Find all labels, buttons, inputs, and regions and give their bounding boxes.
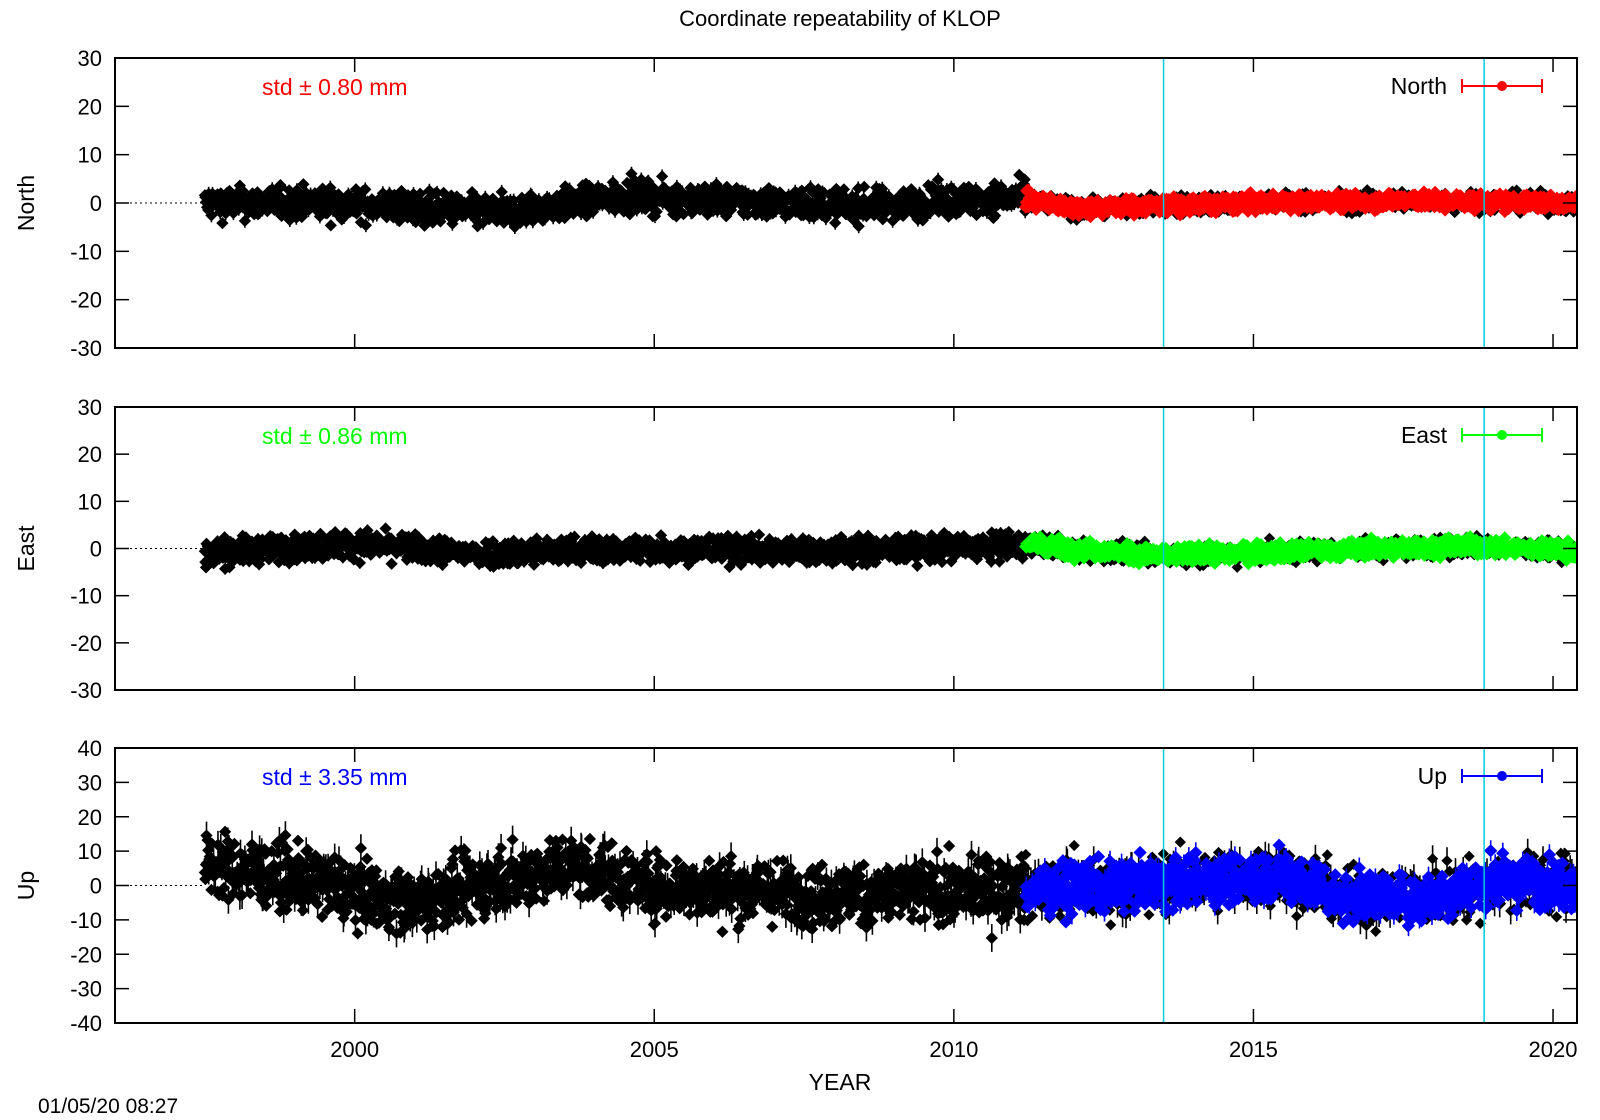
y-tick-label: -30 bbox=[70, 977, 102, 1002]
y-tick-label: 20 bbox=[78, 442, 102, 467]
y-tick-label: -10 bbox=[70, 584, 102, 609]
legend: Up bbox=[1418, 763, 1543, 789]
y-tick-label: 0 bbox=[90, 191, 102, 216]
panel-north: 30 20 10 0 -10 -20 -30 North std ± 0.80 mm North bbox=[13, 46, 1578, 361]
legend-marker bbox=[1497, 81, 1507, 91]
y-tick-label: 10 bbox=[78, 839, 102, 864]
legend-label: North bbox=[1391, 73, 1447, 99]
legend-marker bbox=[1497, 771, 1507, 781]
y-tick-label: 10 bbox=[78, 489, 102, 514]
legend: East bbox=[1401, 422, 1543, 448]
x-tick-label: 2015 bbox=[1229, 1037, 1278, 1062]
legend: North bbox=[1391, 73, 1543, 99]
y-axis-label: Up bbox=[13, 871, 39, 900]
std-label: std ± 0.80 mm bbox=[262, 74, 408, 100]
y-tick-label: 0 bbox=[90, 537, 102, 562]
x-tick-label: 2005 bbox=[630, 1037, 679, 1062]
y-tick-label: -40 bbox=[70, 1011, 102, 1036]
y-tick-label: -30 bbox=[70, 336, 102, 361]
series-points bbox=[1019, 838, 1577, 937]
legend-label: Up bbox=[1418, 763, 1447, 789]
x-axis-label: YEAR bbox=[809, 1069, 872, 1095]
y-tick-label: -30 bbox=[70, 678, 102, 703]
legend-marker bbox=[1497, 430, 1507, 440]
y-tick-label: -20 bbox=[70, 631, 102, 656]
y-tick-label: 40 bbox=[78, 736, 102, 761]
y-axis-label: East bbox=[13, 525, 39, 572]
y-tick-label: -20 bbox=[70, 942, 102, 967]
y-tick-label: 20 bbox=[78, 94, 102, 119]
data-cloud-up bbox=[198, 821, 1577, 952]
y-tick-label: 30 bbox=[78, 770, 102, 795]
y-tick-label: -10 bbox=[70, 908, 102, 933]
x-tick-label: 2010 bbox=[929, 1037, 978, 1062]
y-tick-label: -10 bbox=[70, 239, 102, 264]
series-points bbox=[198, 821, 1032, 952]
data-cloud-north bbox=[198, 166, 1577, 234]
data-cloud-east bbox=[198, 522, 1577, 575]
x-tick-label: 2000 bbox=[330, 1037, 379, 1062]
panel-east: 30 20 10 0 -10 -20 -30 East std ± 0.86 mm East bbox=[13, 395, 1578, 703]
y-tick-label: -20 bbox=[70, 288, 102, 313]
timestamp: 01/05/20 08:27 bbox=[38, 1095, 178, 1118]
y-tick-label: 30 bbox=[78, 395, 102, 420]
chart-title: Coordinate repeatability of KLOP bbox=[679, 6, 1001, 31]
legend-label: East bbox=[1401, 422, 1448, 448]
series-points bbox=[198, 166, 1032, 234]
y-tick-label: 0 bbox=[90, 874, 102, 899]
std-label: std ± 3.35 mm bbox=[262, 764, 408, 790]
series-points bbox=[1019, 183, 1577, 224]
std-label: std ± 0.86 mm bbox=[262, 423, 408, 449]
x-tick-label: 2020 bbox=[1529, 1037, 1578, 1062]
y-axis-label: North bbox=[13, 175, 39, 231]
y-tick-label: 20 bbox=[78, 805, 102, 830]
series-points bbox=[198, 522, 1032, 575]
series-points bbox=[1019, 530, 1577, 571]
y-tick-label: 30 bbox=[78, 46, 102, 71]
y-tick-label: 10 bbox=[78, 143, 102, 168]
